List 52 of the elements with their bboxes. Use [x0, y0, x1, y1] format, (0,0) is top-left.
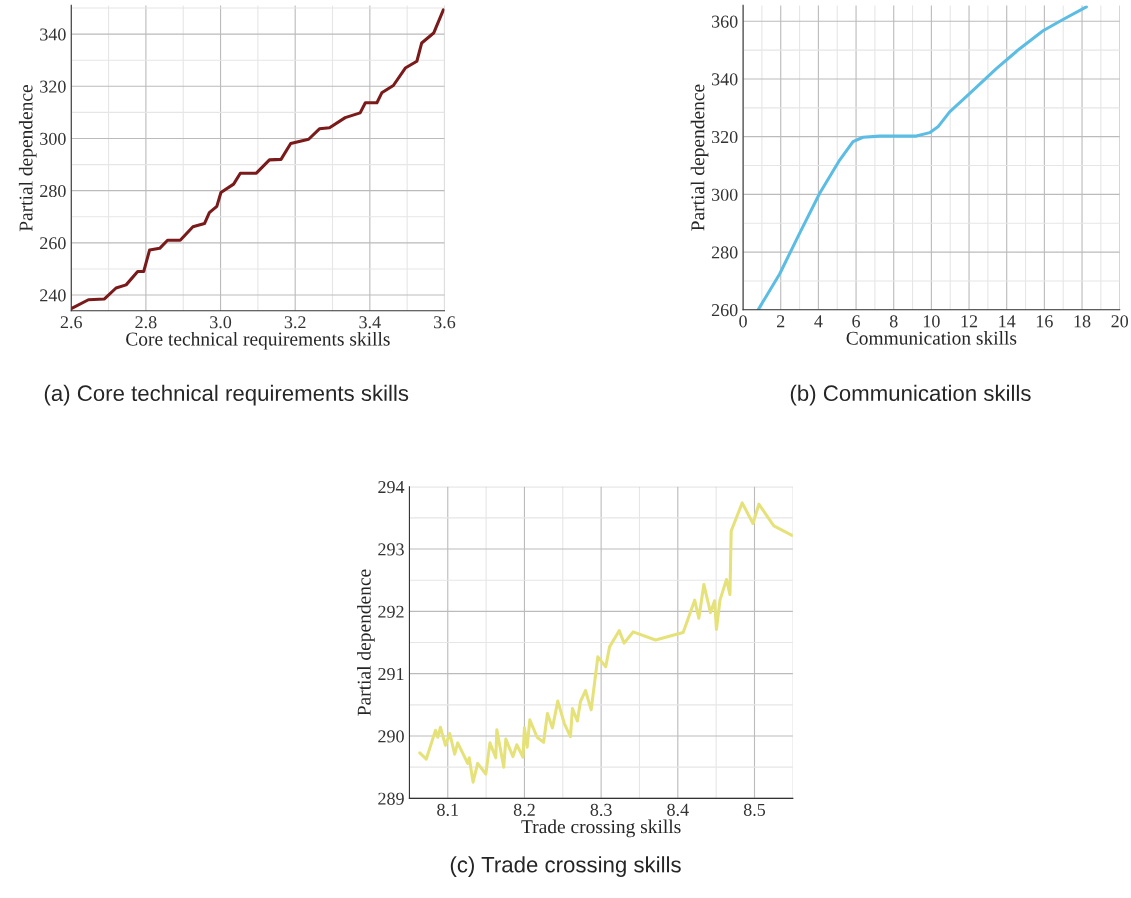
y-tick-label: 293 [378, 543, 404, 556]
y-tick-label: 280 [40, 184, 66, 198]
y-tick-label: 320 [40, 80, 66, 93]
y-tick-label: 280 [711, 246, 738, 259]
y-tick-label: 292 [378, 605, 404, 618]
x-tick-label: 8 [889, 315, 898, 328]
text: (b) Communication skills [790, 384, 1031, 406]
line-series [418, 501, 793, 784]
y-tick-label: 340 [40, 28, 66, 41]
x-tick-label: 3.4 [359, 316, 381, 329]
x-tick-label: 2 [777, 315, 785, 328]
x-tick-label: 18 [1074, 315, 1091, 328]
line-series [71, 8, 445, 311]
x-tick-label: 6 [852, 315, 861, 328]
y-tick-label: 340 [711, 73, 738, 86]
text: (a) Core technical requirements skills [44, 384, 409, 406]
x-tick-label: 10 [923, 315, 940, 328]
y-tick-label: 240 [40, 289, 66, 302]
x-tick-label: 2.8 [135, 316, 157, 329]
text: (c) Trade crossing skills [450, 856, 681, 877]
y-tick-label: 260 [711, 304, 738, 317]
y-tick-label: 291 [378, 667, 404, 681]
y-tick-label: 320 [711, 130, 738, 144]
x-axis-title: Trade crossing skills [521, 819, 681, 838]
x-tick-label: 8.4 [667, 803, 689, 816]
y-tick-label: 360 [711, 15, 738, 28]
y-tick-label: 289 [378, 792, 404, 805]
x-tick-label: 3.2 [284, 316, 306, 329]
x-tick-label: 8.2 [513, 803, 535, 816]
x-tick-label: 3.6 [434, 316, 456, 329]
x-tick-label: 4 [814, 315, 823, 328]
y-tick-label: 260 [40, 237, 66, 250]
x-tick-label: 3.0 [210, 316, 232, 329]
x-tick-label: 8.3 [590, 803, 612, 816]
y-tick-label: 300 [711, 188, 738, 201]
y-axis-title: Partial dependence [690, 84, 709, 231]
y-axis-title: Partial dependence [18, 85, 37, 232]
x-tick-label: 20 [1111, 315, 1129, 328]
x-tick-label: 12 [961, 315, 978, 328]
y-axis-title: Partial dependence [357, 569, 375, 716]
x-tick-label: 8.1 [437, 803, 458, 816]
x-tick-label: 16 [1036, 315, 1053, 328]
y-tick-label: 300 [40, 132, 66, 145]
x-tick-label: 14 [999, 315, 1016, 328]
line-series [756, 5, 1088, 310]
y-tick-label: 290 [378, 730, 404, 743]
y-tick-label: 294 [378, 481, 405, 494]
x-axis-title: Core technical requirements skills [126, 331, 390, 350]
x-tick-label: 8.5 [743, 803, 766, 816]
x-tick-label: 0 [739, 315, 747, 328]
x-tick-label: 2.6 [60, 316, 82, 329]
x-axis-title: Communication skills [846, 331, 1017, 345]
